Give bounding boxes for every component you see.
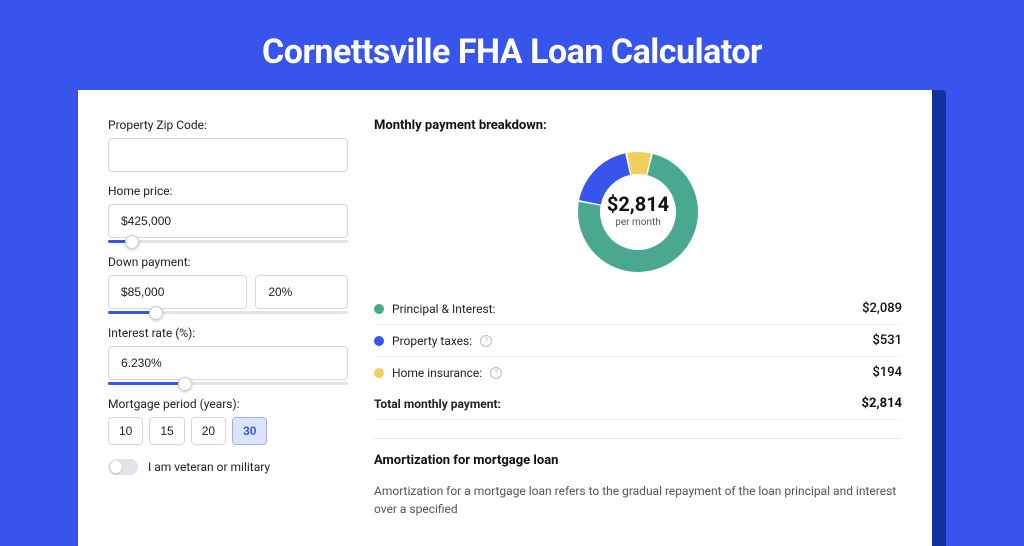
legend-dot — [374, 304, 384, 314]
period-option-20[interactable]: 20 — [191, 417, 226, 445]
zip-input[interactable] — [108, 138, 348, 172]
breakdown-label: Property taxes: — [392, 334, 472, 348]
zip-label: Property Zip Code: — [108, 118, 348, 132]
donut-amount: $2,814 — [607, 192, 669, 216]
period-options: 10152030 — [108, 417, 348, 445]
donut-sub: per month — [615, 217, 661, 228]
calculator-card: Property Zip Code: Home price: Down paym… — [78, 90, 932, 546]
donut-segment — [627, 152, 651, 175]
down-amount-input[interactable] — [108, 275, 247, 309]
total-value: $2,814 — [862, 396, 903, 411]
breakdown-label: Home insurance: — [392, 366, 482, 380]
period-option-15[interactable]: 15 — [149, 417, 184, 445]
period-option-30[interactable]: 30 — [232, 417, 267, 445]
down-label: Down payment: — [108, 255, 348, 269]
rate-slider-thumb[interactable] — [178, 377, 192, 391]
breakdown-row: Home insurance:? $194 — [374, 357, 902, 388]
total-row: Total monthly payment: $2,814 — [374, 388, 902, 420]
period-label: Mortgage period (years): — [108, 397, 348, 411]
legend-dot — [374, 336, 384, 346]
period-field: Mortgage period (years): 10152030 — [108, 397, 348, 445]
zip-field: Property Zip Code: — [108, 118, 348, 172]
rate-label: Interest rate (%): — [108, 326, 348, 340]
price-slider-thumb[interactable] — [125, 235, 139, 249]
price-slider[interactable] — [108, 240, 348, 243]
amortization-section: Amortization for mortgage loan Amortizat… — [374, 438, 902, 518]
veteran-toggle[interactable] — [108, 459, 138, 475]
amortization-title: Amortization for mortgage loan — [374, 453, 902, 468]
veteran-label: I am veteran or military — [148, 460, 270, 474]
breakdown-title: Monthly payment breakdown: — [374, 118, 902, 133]
info-icon[interactable]: ? — [490, 367, 502, 379]
price-input[interactable] — [108, 204, 348, 238]
down-field: Down payment: — [108, 255, 348, 314]
rate-input[interactable] — [108, 346, 348, 380]
rate-slider[interactable] — [108, 382, 348, 385]
results-column: Monthly payment breakdown: $2,814 per mo… — [374, 118, 902, 518]
breakdown-value: $2,089 — [862, 301, 902, 316]
total-label: Total monthly payment: — [374, 397, 501, 411]
card-shadow: Property Zip Code: Home price: Down paym… — [78, 90, 946, 546]
period-option-10[interactable]: 10 — [108, 417, 143, 445]
breakdown-list: Principal & Interest: $2,089 Property taxe… — [374, 293, 902, 388]
rate-field: Interest rate (%): — [108, 326, 348, 385]
form-column: Property Zip Code: Home price: Down paym… — [108, 118, 348, 518]
breakdown-value: $531 — [872, 333, 902, 348]
rate-slider-fill — [108, 382, 185, 385]
page-title: Cornettsville FHA Loan Calculator — [0, 0, 1024, 90]
down-slider[interactable] — [108, 311, 348, 314]
info-icon[interactable]: ? — [480, 335, 492, 347]
down-percent-input[interactable] — [255, 275, 348, 309]
breakdown-row: Property taxes:? $531 — [374, 325, 902, 357]
donut-chart: $2,814 per month — [374, 147, 902, 277]
legend-dot — [374, 368, 384, 378]
breakdown-label: Principal & Interest: — [392, 302, 496, 316]
down-slider-thumb[interactable] — [149, 306, 163, 320]
breakdown-value: $194 — [872, 365, 902, 380]
price-field: Home price: — [108, 184, 348, 243]
amortization-text: Amortization for a mortgage loan refers … — [374, 482, 902, 518]
veteran-toggle-row: I am veteran or military — [108, 459, 348, 475]
price-label: Home price: — [108, 184, 348, 198]
breakdown-row: Principal & Interest: $2,089 — [374, 293, 902, 325]
donut-svg: $2,814 per month — [573, 147, 703, 277]
